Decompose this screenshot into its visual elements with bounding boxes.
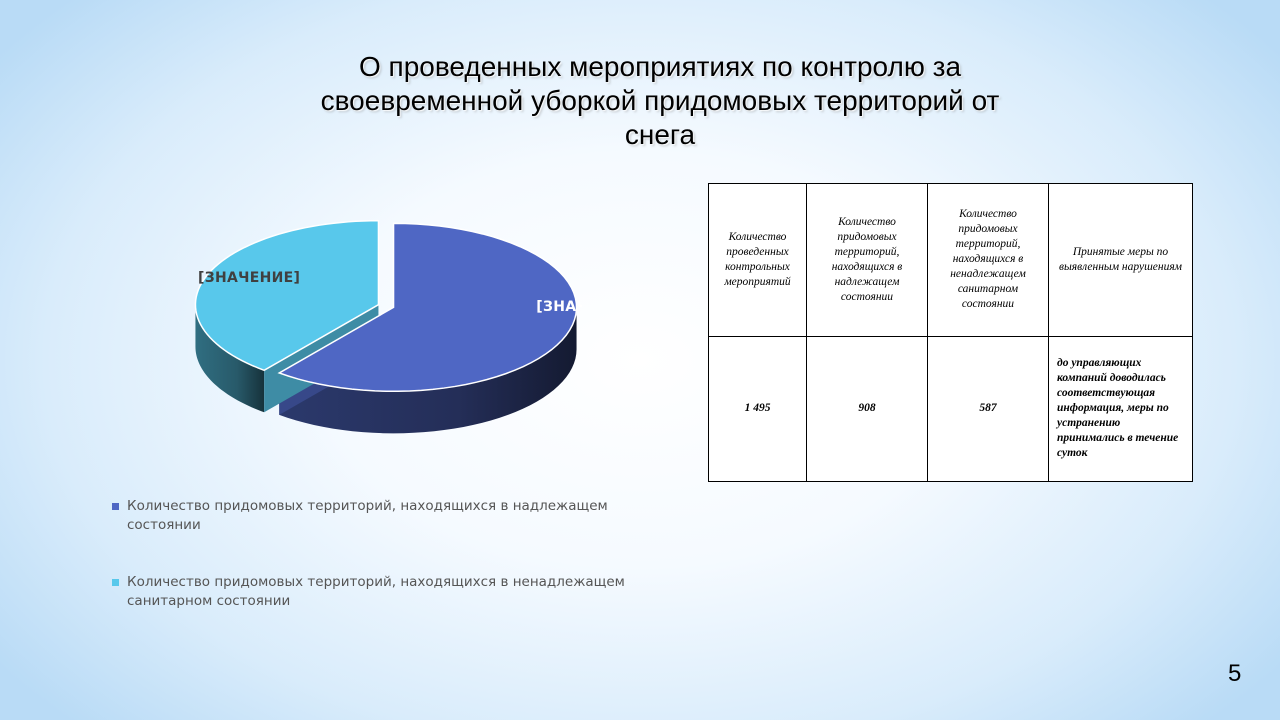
header-inspections: Количество проведенных контрольных мероп… — [708, 183, 807, 337]
value-proper-territories: 908 — [806, 335, 928, 482]
slide-title: О проведенных мероприятиях по контролю з… — [200, 50, 1120, 152]
value-improper-territories: 587 — [927, 335, 1049, 482]
pie-data-label-0: [ЗНАЧЕНИ — [536, 299, 582, 316]
title-line-1: О проведенных мероприятиях по контролю з… — [358, 51, 962, 82]
page-number: 5 — [1228, 660, 1242, 687]
header-proper-territories: Количество придомовых территорий, находя… — [806, 183, 928, 337]
table-values-row: 1 495 908 587 до управляющих компаний до… — [708, 335, 1193, 482]
pie-side-0 — [279, 307, 577, 434]
pie-data-label-1: [ЗНАЧЕНИЕ] — [198, 270, 301, 286]
legend-swatch-improper — [112, 579, 119, 586]
header-improper-territories: Количество придомовых территорий, находя… — [927, 183, 1049, 337]
pie-side-1 — [195, 304, 265, 413]
title-line-3: снега — [624, 119, 696, 150]
pie-chart-svg — [194, 219, 578, 434]
legend-swatch-proper — [112, 503, 119, 510]
pie-chart: [ЗНАЧЕНИ [ЗНАЧЕНИЕ] — [190, 210, 590, 450]
pie-slice-0 — [277, 222, 578, 393]
pie-slice-1 — [194, 219, 380, 372]
title-line-2: своевременной уборкой придомовых террито… — [320, 85, 1000, 116]
measures-table: Количество проведенных контрольных мероп… — [708, 183, 1193, 482]
legend-item-improper: Количество придомовых территорий, находя… — [112, 573, 652, 611]
legend-label-improper: Количество придомовых территорий, находя… — [127, 574, 625, 609]
legend-item-proper: Количество придомовых территорий, находя… — [112, 497, 652, 535]
value-inspections: 1 495 — [708, 335, 807, 482]
table-header-row: Количество проведенных контрольных мероп… — [708, 183, 1193, 337]
value-measures: до управляющих компаний доводилась соотв… — [1048, 335, 1193, 482]
legend-label-proper: Количество придомовых территорий, находя… — [127, 498, 608, 533]
header-measures: Принятые меры по выявленным нарушениям — [1048, 183, 1193, 337]
